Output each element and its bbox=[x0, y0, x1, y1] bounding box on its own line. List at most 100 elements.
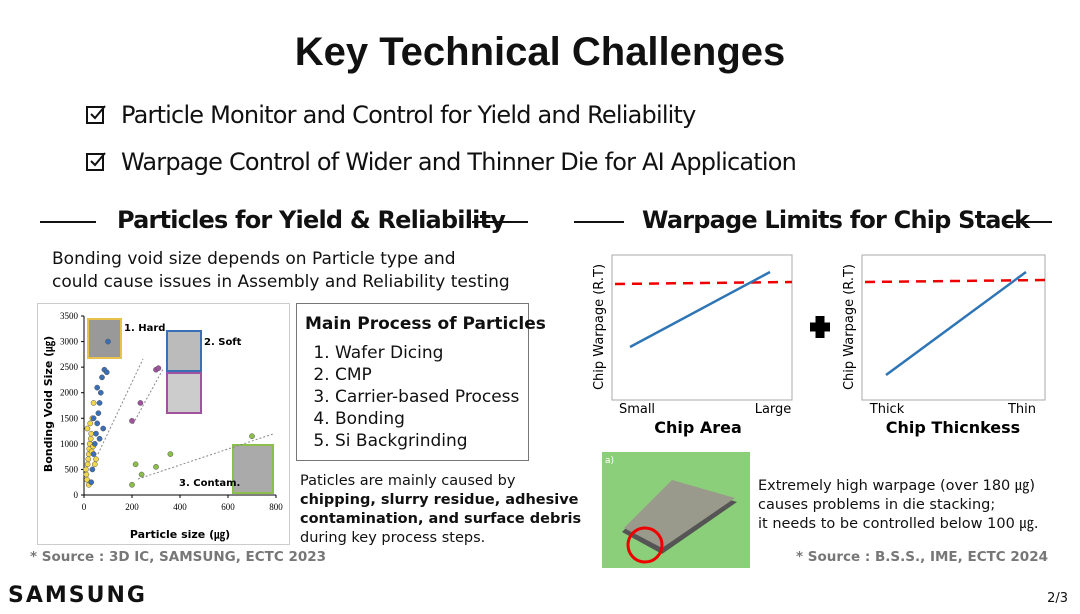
intro-text: Bonding void size depends on Particle ty… bbox=[52, 249, 456, 269]
point bbox=[87, 435, 94, 442]
bullet-text: Warpage Control of Wider and Thinner Die… bbox=[121, 148, 797, 176]
annotation: 2. Soft bbox=[204, 337, 242, 348]
warpage-chart: Chip Warpage (R.T) Thick Thin Chip Thicn… bbox=[842, 254, 1046, 437]
caption-line: it needs to be controlled below 100 ㎍. bbox=[758, 516, 1039, 532]
point bbox=[138, 471, 145, 478]
point bbox=[94, 384, 101, 391]
caption-line: causes problems in die stacking; bbox=[758, 497, 996, 513]
point bbox=[84, 425, 91, 432]
scatter-frame: 0 500 1000 1500 2000 2500 3000 3500 0 200 400 600 80… bbox=[37, 303, 290, 545]
point bbox=[249, 433, 255, 440]
x-label: Particle size (㎍) bbox=[130, 528, 230, 542]
note-text: Paticles are mainly caused by bbox=[300, 473, 516, 489]
thumbnail bbox=[166, 372, 202, 414]
y-label: Bonding Void Size (㎍) bbox=[42, 336, 56, 472]
point bbox=[88, 430, 95, 437]
axes-box bbox=[611, 254, 793, 401]
annotation: 3. Contam. bbox=[179, 478, 240, 489]
x-tick-label: 200 bbox=[125, 502, 139, 512]
process-item: Bonding bbox=[335, 408, 519, 430]
rule bbox=[40, 221, 96, 223]
point bbox=[153, 464, 159, 470]
plus-sign bbox=[810, 316, 830, 338]
rule bbox=[472, 221, 528, 223]
title: Key Technical Challenges bbox=[294, 30, 786, 74]
note-bold: chipping, slurry residue, adhesive bbox=[300, 492, 579, 508]
bullet: Warpage Control of Wider and Thinner Die… bbox=[85, 148, 797, 176]
point bbox=[93, 456, 99, 463]
point bbox=[83, 466, 89, 473]
x-tick-label: 0 bbox=[82, 502, 87, 512]
x-label: Chip Area bbox=[654, 418, 742, 437]
point bbox=[87, 420, 94, 427]
y-tick-label: 500 bbox=[65, 464, 79, 474]
point bbox=[84, 461, 91, 468]
trend-line bbox=[97, 358, 274, 480]
point bbox=[90, 415, 97, 422]
limit-line bbox=[614, 280, 793, 286]
section-heading: Warpage Limits for Chip Stack bbox=[642, 206, 1030, 234]
point bbox=[91, 461, 98, 468]
point bbox=[89, 466, 96, 473]
y-label: Chip Warpage (R.T) bbox=[842, 264, 857, 390]
x-tick-label: 600 bbox=[221, 502, 235, 512]
warpage-photo: a) bbox=[602, 452, 750, 568]
point bbox=[96, 435, 103, 442]
box-title: Main Process of Particles bbox=[305, 314, 546, 334]
y-tick-label: 1500 bbox=[60, 413, 79, 423]
point bbox=[100, 425, 107, 432]
point bbox=[129, 417, 135, 424]
warpage-charts: Chip Warpage (R.T) Small Large Chip Area… bbox=[592, 254, 1046, 437]
point bbox=[94, 420, 101, 427]
axes-box bbox=[861, 254, 1046, 401]
chip-top bbox=[624, 480, 735, 548]
annotation: 1. Hard bbox=[124, 323, 165, 334]
x-tick-label: 400 bbox=[173, 502, 187, 512]
point bbox=[84, 476, 90, 483]
y-tick-label: 2000 bbox=[60, 388, 79, 398]
warpage-chart: Chip Warpage (R.T) Small Large Chip Area bbox=[592, 254, 793, 437]
point bbox=[132, 461, 139, 468]
thumbnail bbox=[87, 318, 122, 359]
point bbox=[103, 369, 110, 376]
page-number: 2/3 bbox=[1047, 591, 1068, 606]
process-item: CMP bbox=[335, 364, 519, 386]
point bbox=[95, 410, 102, 417]
image-tag: a) bbox=[605, 456, 614, 466]
x-end: Thin bbox=[1007, 402, 1036, 417]
y-tick-label: 2500 bbox=[60, 362, 79, 372]
note: Paticles are mainly caused by chipping, … bbox=[300, 472, 581, 548]
process-item: Si Backgrinding bbox=[335, 430, 519, 452]
point bbox=[137, 400, 144, 406]
point bbox=[88, 479, 95, 486]
check-icon bbox=[86, 105, 106, 124]
x-start: Thick bbox=[869, 402, 905, 417]
bullet-text: Particle Monitor and Control for Yield a… bbox=[121, 101, 696, 129]
y-label: Chip Warpage (R.T) bbox=[592, 264, 607, 390]
process-list: Wafer DicingCMPCarrier-based ProcessBond… bbox=[307, 342, 519, 452]
x-end: Large bbox=[755, 402, 792, 417]
check-icon bbox=[86, 152, 106, 171]
caption: Extremely high warpage (over 180 ㎍) caus… bbox=[758, 477, 1039, 534]
point bbox=[91, 441, 98, 447]
point bbox=[83, 471, 90, 478]
caption-line: Extremely high warpage (over 180 ㎍) bbox=[758, 478, 1036, 494]
point bbox=[93, 430, 99, 437]
point bbox=[167, 451, 174, 457]
y-tick-label: 1000 bbox=[60, 439, 79, 449]
thumbnail bbox=[232, 444, 274, 494]
rule bbox=[574, 221, 624, 223]
intro-text: could cause issues in Assembly and Relia… bbox=[52, 272, 510, 292]
x-label: Chip Thicnkess bbox=[886, 418, 1020, 437]
y-tick-label: 3000 bbox=[60, 337, 79, 347]
thumbnail bbox=[166, 330, 202, 372]
trend-line bbox=[885, 270, 1027, 377]
section-heading: Particles for Yield & Reliability bbox=[117, 206, 506, 234]
limit-line bbox=[864, 278, 1046, 284]
note-text: during key process steps. bbox=[300, 530, 486, 546]
x-start: Small bbox=[619, 402, 655, 417]
source: * Source : 3D IC, SAMSUNG, ECTC 2023 bbox=[30, 549, 327, 565]
process-item: Carrier-based Process bbox=[335, 386, 519, 408]
point bbox=[105, 338, 111, 345]
